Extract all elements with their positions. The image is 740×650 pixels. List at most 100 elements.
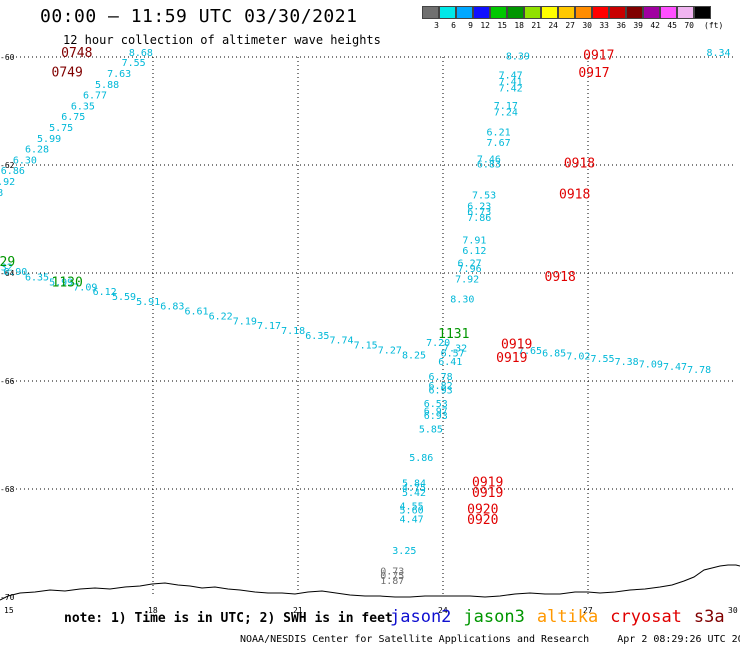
swh-value-label: 6.12 [93, 287, 117, 298]
swh-value-label: 7.91 [462, 235, 486, 246]
pass-time-label: 1130 [52, 276, 83, 291]
swh-value-label: 6.86 [1, 166, 25, 177]
swh-value-label: 7.27 [378, 345, 402, 356]
legend-bin-label: 24 [548, 21, 558, 30]
legend-swatch [609, 6, 626, 19]
swh-value-label: 7.47 [663, 362, 687, 373]
satellite-jason3: jason3 [463, 607, 525, 627]
swh-value-label: 7.17 [257, 321, 281, 332]
satellite-altika: altika [536, 607, 599, 627]
swh-value-label: 6.73 [467, 207, 491, 218]
swh-value-label: 7.47 [499, 71, 523, 82]
credit-line: NOAA/NESDIS Center for Satellite Applica… [240, 634, 740, 645]
swh-value-label: 4.55 [400, 502, 424, 513]
pass-time-label: 0919 [472, 475, 503, 490]
swh-value-label: 7.55 [122, 58, 146, 69]
legend-swatch [456, 6, 473, 19]
legend-swatch [422, 6, 439, 19]
swh-value-label: 5.86 [409, 453, 433, 464]
swh-value-label: 7.55 [590, 354, 614, 365]
swh-value-label: 6.35 [305, 331, 329, 342]
pass-time-label: 0918 [545, 270, 576, 285]
lat-tick-label: -62 [0, 161, 15, 170]
swh-value-label: 8.30 [450, 295, 474, 306]
swh-value-label: 6.32 [0, 262, 13, 273]
pass-time-label: 0917 [578, 66, 609, 81]
swh-value-label: 6.61 [184, 307, 208, 318]
swh-value-label: 7.65 [518, 346, 542, 357]
swh-value-label: 5.85 [419, 424, 443, 435]
swh-value-label: 6.22 [209, 311, 233, 322]
swh-value-label: 6.28 [25, 145, 49, 156]
legend-swatch [575, 6, 592, 19]
legend-swatch [660, 6, 677, 19]
pass-time-label: 1131 [438, 327, 469, 342]
swh-value-label: 0.73 [380, 566, 404, 577]
figure-title: 00:00 – 11:59 UTC 03/30/2021 [40, 6, 358, 27]
figure-subtitle: 12 hour collection of altimeter wave hei… [63, 33, 381, 47]
swh-value-label: 8.39 [506, 52, 530, 63]
swh-value-label: 6.23 [467, 201, 491, 212]
swh-color-legend: 3 6 9 12 15 18 21 24 27 30 33 36 39 42 45 70 (ft) [422, 6, 723, 30]
swh-value-label: 6.78 [0, 188, 3, 199]
swh-value-label: 7.02 [566, 351, 590, 362]
lat-tick-label: -60 [0, 53, 15, 62]
swh-value-label: 6.75 [61, 112, 85, 123]
swh-value-label: 7.42 [499, 84, 523, 95]
lon-tick-label: 30 [728, 606, 738, 615]
swh-value-label: 6.82 [429, 381, 453, 392]
swh-value-label: 7.63 [107, 69, 131, 80]
swh-value-label: 6.35 [71, 101, 95, 112]
lat-tick-label: -70 [0, 593, 15, 602]
legend-swatch [541, 6, 558, 19]
legend-bin-label: 30 [582, 21, 592, 30]
swh-value-label: 0.75 [380, 571, 404, 582]
swh-value-label: 5.75 [49, 123, 73, 134]
swh-value-label: 7.19 [233, 316, 257, 327]
swh-value-label: 1.87 [380, 576, 404, 587]
swh-value-label: 7.24 [494, 107, 518, 118]
pass-time-label: 1129 [0, 255, 15, 270]
generated-timestamp: Apr 2 08:29:26 UTC 2021 [617, 634, 740, 645]
pass-time-label: 0918 [559, 187, 590, 202]
pass-time-label: 0917 [583, 49, 614, 64]
swh-value-label: 6.93 [424, 411, 448, 422]
legend-bin-label: 70 [684, 21, 694, 30]
swh-value-label: 6.30 [13, 155, 37, 166]
swh-value-label: 7.32 [443, 343, 467, 354]
swh-value-label: 6.83 [160, 302, 184, 313]
legend-bin-label: 27 [565, 21, 575, 30]
swh-value-label: 7.86 [467, 213, 491, 224]
pass-time-label: 0919 [501, 338, 532, 353]
pass-time-label: 0920 [467, 502, 498, 517]
swh-value-label: 6.85 [542, 349, 566, 360]
swh-value-label: 5.42 [402, 488, 426, 499]
legend-bin-label: 42 [650, 21, 660, 30]
axis-tick-labels: -60 -62 -64 -66 -68 -70 15 18 21 24 27 30 [0, 53, 738, 615]
footnote: note: 1) Time is in UTC; 2) SWH is in fe… [64, 611, 393, 626]
legend-swatch [643, 6, 660, 19]
legend-bin-label: 39 [633, 21, 643, 30]
swh-value-label: 3.25 [392, 546, 416, 557]
legend-bin-label: 6 [451, 21, 456, 30]
legend-bin-label: 15 [497, 21, 507, 30]
legend-swatch [592, 6, 609, 19]
swh-value-label: 6.21 [487, 127, 511, 138]
swh-value-label: 8.25 [402, 350, 426, 361]
lat-tick-label: -68 [0, 485, 15, 494]
swh-value-label: 5.88 [95, 80, 119, 91]
swh-value-label: 7.17 [494, 101, 518, 112]
swh-value-label: 7.74 [329, 336, 353, 347]
swh-value-label: 7.41 [499, 77, 523, 88]
lon-tick-label: 15 [4, 606, 14, 615]
satellite-jason2: jason2 [390, 607, 452, 627]
legend-swatch [507, 6, 524, 19]
legend-bin-label: 3 [434, 21, 439, 30]
lon-tick-label: 18 [148, 606, 158, 615]
swh-value-label: 5.91 [136, 297, 160, 308]
swh-value-label: 7.53 [472, 190, 496, 201]
legend-swatch [473, 6, 490, 19]
swh-value-label: 5.60 [400, 505, 424, 516]
legend-bin-label: 36 [616, 21, 626, 30]
